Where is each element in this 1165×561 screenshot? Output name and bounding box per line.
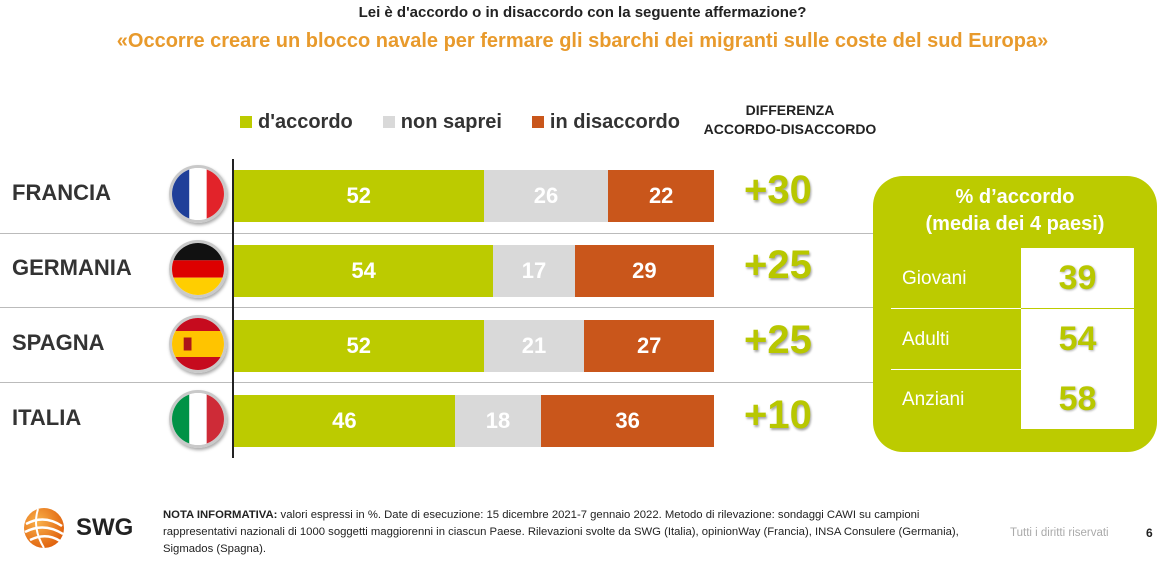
segment-non-saprei: 17 [493,245,575,297]
segment-accordo: 52 [234,320,484,372]
panel-title: % d’accordo (media dei 4 paesi) [873,184,1157,238]
segment-disaccordo: 36 [541,395,714,447]
panel-divider [891,369,1021,370]
row-separator [0,307,873,308]
segment-accordo: 46 [234,395,455,447]
legend-item-accordo: d'accordo [240,111,353,134]
swg-logo-text: SWG [76,514,134,541]
legend-swatch [240,116,252,128]
segment-non-saprei: 26 [483,170,609,222]
panel-row-anziani: Anziani 58 [873,369,1157,429]
panel-title-line2: (media dei 4 paesi) [925,213,1105,235]
row-separator [0,382,873,383]
difference-value: +25 [744,318,812,362]
difference-header: DIFFERENZA ACCORDO-DISACCORDO [690,101,890,139]
segment-accordo: 54 [234,245,494,297]
survey-statement: «Occorre creare un blocco navale per fer… [116,30,1049,52]
legend-item-non-saprei: non saprei [382,110,502,134]
swg-logo-icon [24,508,64,549]
panel-row-label: Anziani [902,389,965,410]
panel-divider [891,308,1021,309]
segment-disaccordo: 27 [584,320,714,372]
legend-swatch [531,116,544,128]
country-label: FRANCIA [12,180,111,205]
segment-non-saprei: 18 [454,395,542,447]
stacked-bar: 52 26 22 [234,170,714,222]
legend-label: non saprei [400,110,502,133]
france-flag-icon [169,165,227,223]
segment-accordo: 52 [234,170,484,222]
difference-header-line2: ACCORDO-DISACCORDO [703,121,877,137]
segment-disaccordo: 22 [608,170,714,222]
panel-row-label: Giovani [902,268,967,289]
panel-row-value: 54 [1021,309,1134,369]
difference-header-line1: DIFFERENZA [745,102,835,118]
stacked-bar: 52 21 27 [234,320,714,372]
chart-legend: d'accordo non saprei in disaccordo [240,109,710,135]
information-note: NOTA INFORMATIVA: valori espressi in %. … [163,507,983,558]
difference-value: +30 [744,168,812,212]
segment-non-saprei: 21 [483,320,585,372]
difference-value: +10 [744,393,812,437]
legend-label: in disaccordo [549,110,680,133]
panel-row-adulti: Adulti 54 [873,309,1157,369]
stacked-bar: 46 18 36 [234,395,714,447]
legend-swatch [382,116,395,128]
average-panel: % d’accordo (media dei 4 paesi) Giovani … [873,176,1157,452]
chart-axis-line [232,159,234,458]
note-text: valori espressi in %. Date di esecuzione… [163,509,959,555]
panel-row-label: Adulti [902,329,950,350]
page-number: 6 [1146,526,1153,540]
rights-text: Tutti i diritti riservati [1010,527,1109,539]
row-separator [0,233,873,234]
note-label: NOTA INFORMATIVA: [163,509,278,521]
panel-title-line1: % d’accordo [955,186,1075,208]
survey-question: Lei è d'accordo o in disaccordo con la s… [358,4,807,21]
germany-flag-icon [169,240,227,298]
stacked-bar: 54 17 29 [234,245,714,297]
segment-disaccordo: 29 [574,245,714,297]
country-label: ITALIA [12,405,82,430]
legend-item-disaccordo: in disaccordo [531,110,680,134]
legend-label: d'accordo [258,110,353,133]
panel-row-giovani: Giovani 39 [873,248,1157,308]
panel-row-value: 58 [1021,369,1134,429]
panel-row-value: 39 [1021,248,1134,308]
country-label: SPAGNA [12,330,105,355]
difference-value: +25 [744,243,812,287]
italy-flag-icon [169,390,227,448]
spain-flag-icon [169,315,227,373]
country-label: GERMANIA [12,255,132,280]
